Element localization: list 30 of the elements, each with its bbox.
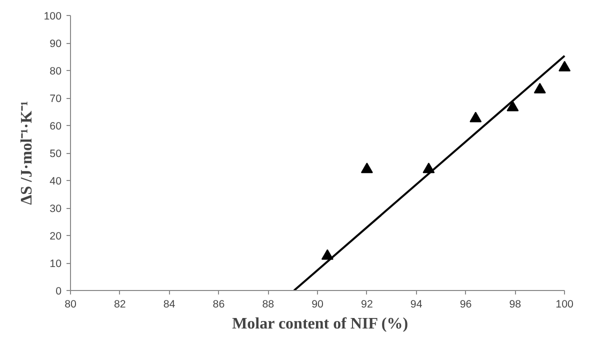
- x-tick-label: 82: [114, 298, 126, 310]
- x-axis-title: Molar content of NIF (%): [232, 316, 408, 332]
- x-tick-label: 86: [212, 298, 225, 310]
- y-tick-label: 10: [50, 258, 62, 270]
- y-tick-label: 100: [44, 10, 62, 22]
- x-tick-label: 90: [312, 298, 324, 310]
- point: [360, 162, 373, 174]
- y-tick-label: 50: [50, 148, 62, 160]
- x-tick-label: 88: [262, 298, 274, 310]
- x-tick-label: 98: [509, 298, 522, 310]
- x-tick-label: 94: [410, 298, 422, 310]
- y-tick-label: 60: [50, 120, 62, 132]
- y-tick-label: 80: [50, 66, 62, 78]
- point: [506, 100, 519, 112]
- x-tick-label: 80: [64, 298, 76, 310]
- point: [321, 249, 334, 260]
- y-tick-label: 0: [56, 286, 62, 298]
- y-tick-label: 40: [50, 176, 62, 188]
- y-axis-title: ΔS /J·mol⁻¹·K⁻¹: [18, 100, 36, 205]
- y-tick-label: 20: [50, 230, 62, 242]
- x-tick-label: 92: [361, 298, 373, 310]
- x-tick-label: 96: [460, 298, 472, 310]
- y-tick-label: 30: [50, 203, 62, 215]
- point: [470, 112, 482, 122]
- x-tick-label: 84: [163, 298, 176, 310]
- point: [558, 60, 570, 72]
- x-tick-label: 100: [556, 298, 574, 310]
- y-tick-label: 70: [50, 93, 62, 105]
- y-tick-label: 90: [50, 38, 62, 50]
- point: [534, 82, 546, 94]
